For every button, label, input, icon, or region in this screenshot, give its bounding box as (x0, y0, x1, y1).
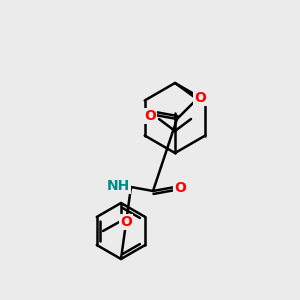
Text: O: O (174, 181, 186, 195)
Text: NH: NH (107, 179, 130, 193)
Text: O: O (194, 91, 206, 105)
Text: O: O (120, 215, 132, 229)
Text: O: O (144, 109, 156, 123)
